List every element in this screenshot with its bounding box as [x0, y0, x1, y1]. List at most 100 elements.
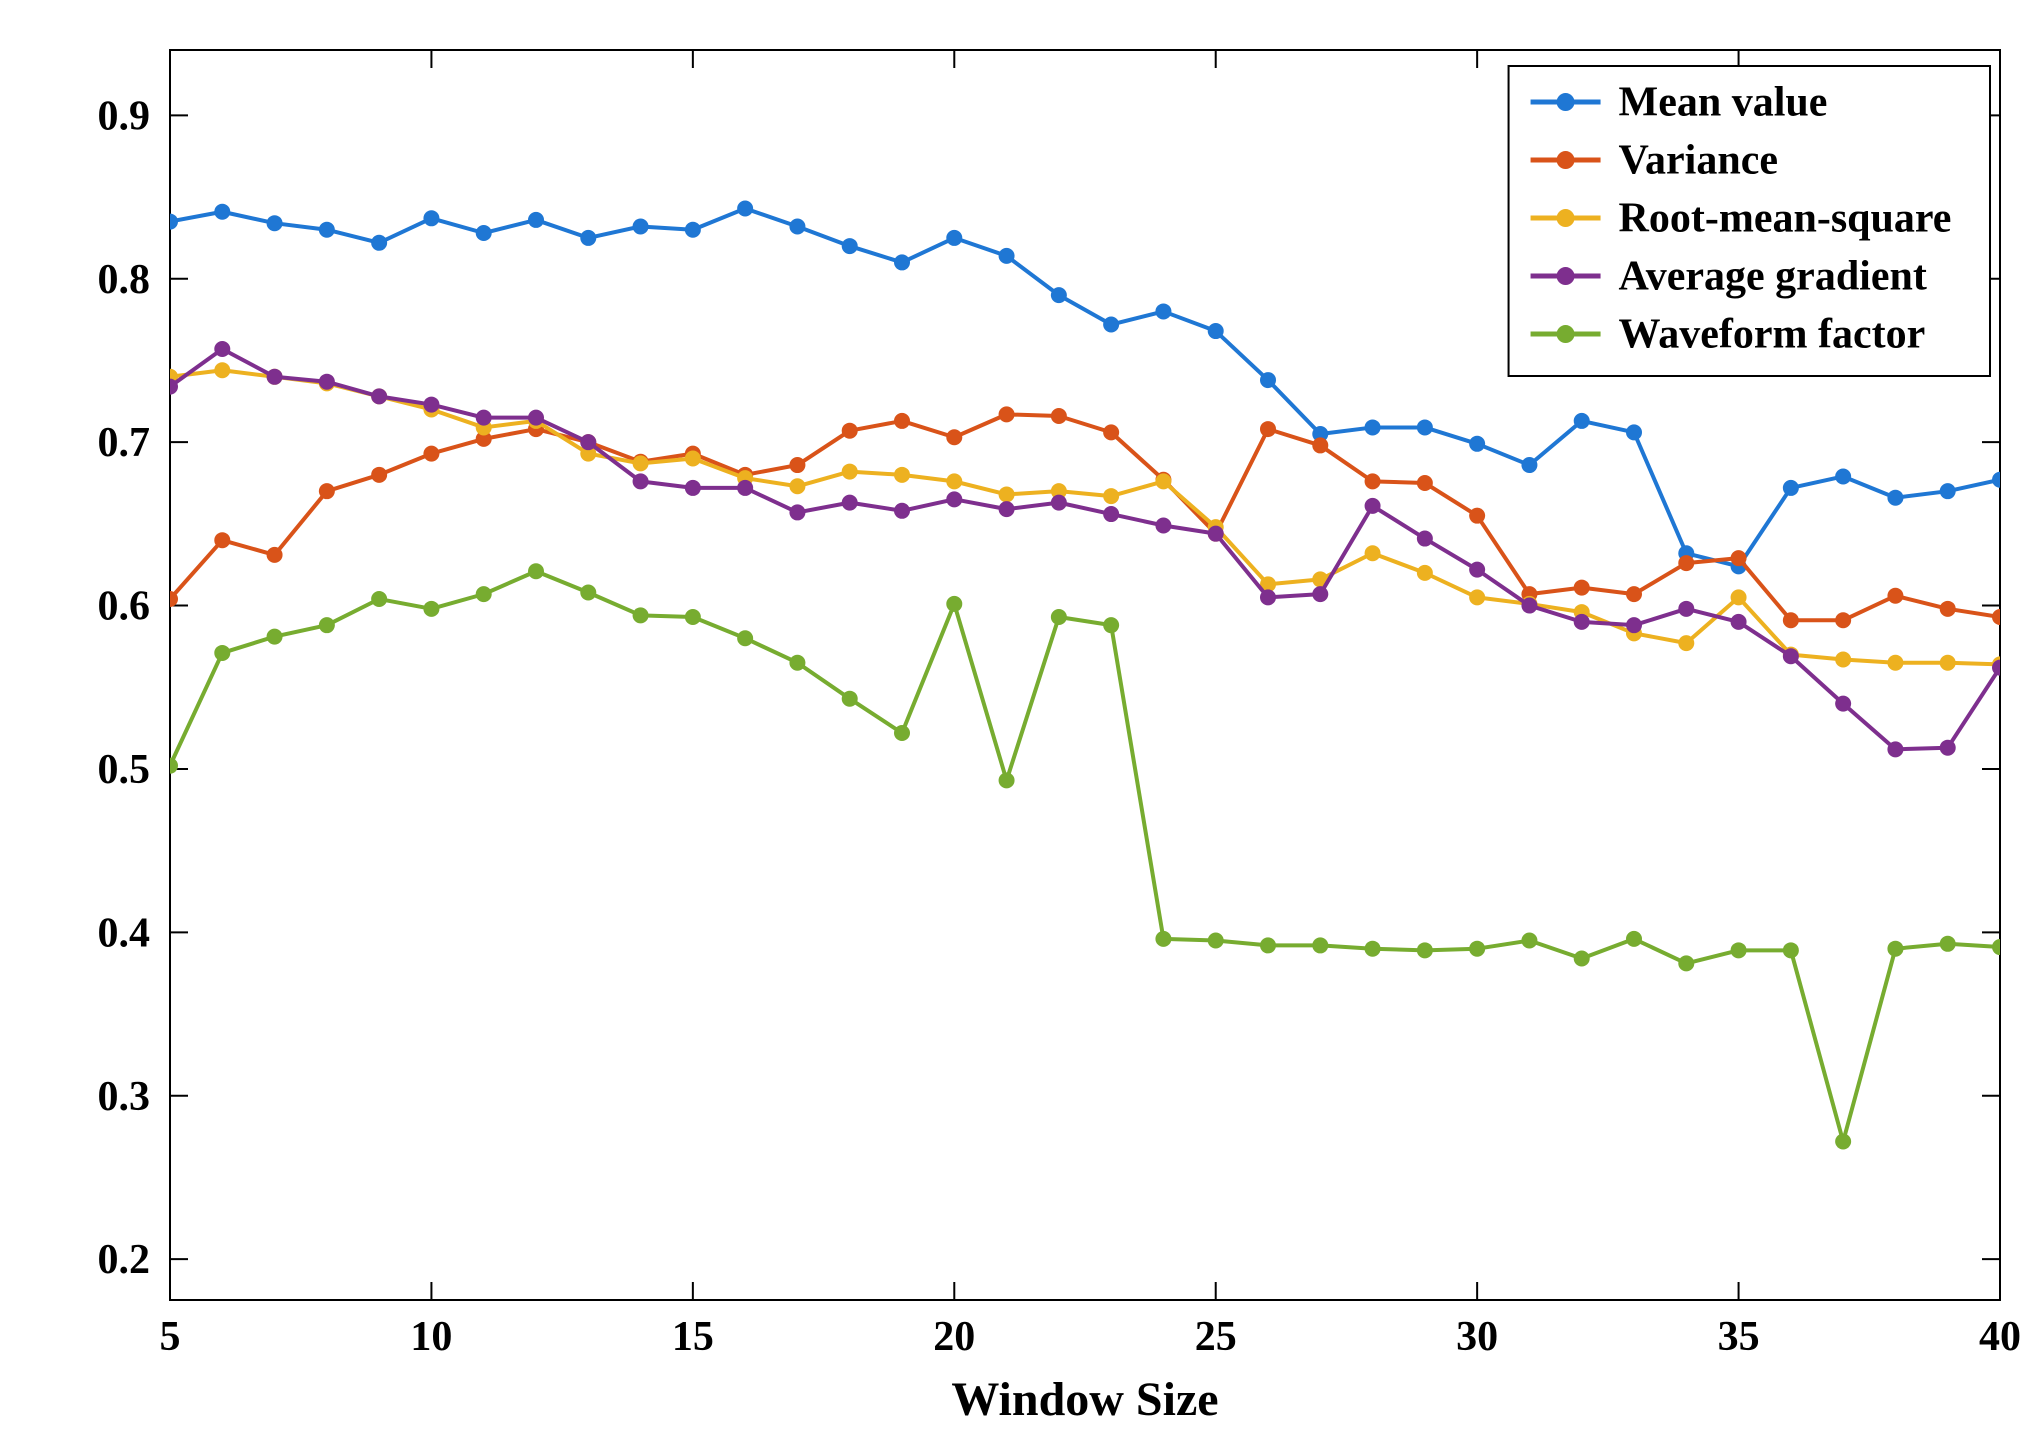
series-marker [371, 591, 387, 607]
series-marker [1835, 468, 1851, 484]
series-marker [1103, 506, 1119, 522]
series-marker [1365, 473, 1381, 489]
series-marker [1783, 612, 1799, 628]
series-marker [1051, 287, 1067, 303]
series-marker [1208, 933, 1224, 949]
series-marker [1469, 562, 1485, 578]
series-marker [1155, 517, 1171, 533]
series-marker [319, 617, 335, 633]
legend-swatch-marker [1557, 267, 1575, 285]
legend-label: Mean value [1619, 80, 1828, 126]
series-marker [1155, 303, 1171, 319]
series-marker [894, 254, 910, 270]
series-marker [319, 374, 335, 390]
x-tick-label: 20 [933, 1314, 975, 1360]
series-marker [1940, 601, 1956, 617]
series-marker [789, 478, 805, 494]
series-marker [1835, 1134, 1851, 1150]
series-marker [528, 563, 544, 579]
series-marker [894, 503, 910, 519]
series-marker [1417, 475, 1433, 491]
x-tick-label: 30 [1456, 1314, 1498, 1360]
series-marker [1103, 488, 1119, 504]
series-marker [1417, 565, 1433, 581]
series-marker [1521, 933, 1537, 949]
legend: Mean valueVarianceRoot-mean-squareAverag… [1509, 66, 1990, 376]
series-marker [267, 547, 283, 563]
series-marker [1521, 457, 1537, 473]
x-tick-label: 15 [672, 1314, 714, 1360]
series-marker [1365, 545, 1381, 561]
series-marker [633, 473, 649, 489]
series-marker [528, 410, 544, 426]
x-tick-label: 40 [1979, 1314, 2021, 1360]
series-marker [1626, 424, 1642, 440]
series-marker [1678, 955, 1694, 971]
series-marker [1417, 419, 1433, 435]
y-tick-label: 0.8 [98, 257, 151, 303]
series-marker [1731, 550, 1747, 566]
series-marker [999, 501, 1015, 517]
series-marker [1103, 617, 1119, 633]
y-tick-label: 0.4 [98, 910, 151, 956]
legend-label: Waveform factor [1619, 312, 1926, 358]
legend-swatch-marker [1557, 209, 1575, 227]
series-marker [214, 341, 230, 357]
series-marker [894, 725, 910, 741]
series-marker [1678, 601, 1694, 617]
series-marker [789, 504, 805, 520]
series-marker [1051, 408, 1067, 424]
series-marker [946, 429, 962, 445]
series-marker [528, 212, 544, 228]
series-marker [946, 491, 962, 507]
series-marker [842, 691, 858, 707]
series-marker [319, 483, 335, 499]
legend-swatch-marker [1557, 325, 1575, 343]
series-marker [214, 204, 230, 220]
series-marker [999, 486, 1015, 502]
y-tick-label: 0.9 [98, 93, 151, 139]
series-marker [999, 772, 1015, 788]
y-tick-label: 0.7 [98, 420, 151, 466]
series-marker [842, 238, 858, 254]
series-marker [894, 467, 910, 483]
series-marker [1469, 508, 1485, 524]
series-marker [1260, 589, 1276, 605]
series-marker [946, 473, 962, 489]
legend-label: Root-mean-square [1619, 196, 1952, 242]
series-marker [1940, 936, 1956, 952]
y-tick-label: 0.5 [98, 747, 151, 793]
series-marker [319, 222, 335, 238]
series-marker [1574, 580, 1590, 596]
y-tick-label: 0.3 [98, 1074, 151, 1120]
line-chart: 5101520253035400.20.30.40.50.60.70.80.9W… [0, 0, 2033, 1453]
series-marker [1783, 480, 1799, 496]
series-marker [842, 423, 858, 439]
series-marker [685, 480, 701, 496]
series-marker [1051, 495, 1067, 511]
series-marker [1835, 612, 1851, 628]
x-axis-label: Window Size [951, 1373, 1218, 1426]
series-marker [1940, 740, 1956, 756]
series-marker [1887, 588, 1903, 604]
series-marker [1365, 941, 1381, 957]
series-marker [633, 455, 649, 471]
x-tick-label: 10 [410, 1314, 452, 1360]
series-marker [476, 410, 492, 426]
series-marker [1208, 526, 1224, 542]
series-marker [267, 369, 283, 385]
series-marker [1103, 317, 1119, 333]
series-marker [1208, 323, 1224, 339]
series-marker [423, 446, 439, 462]
series-marker [1731, 589, 1747, 605]
series-marker [1940, 483, 1956, 499]
series-marker [1887, 490, 1903, 506]
series-marker [423, 210, 439, 226]
series-marker [842, 464, 858, 480]
series-marker [371, 235, 387, 251]
series-marker [1731, 942, 1747, 958]
series-marker [1940, 655, 1956, 671]
legend-label: Average gradient [1619, 254, 1927, 300]
series-marker [371, 467, 387, 483]
series-marker [999, 248, 1015, 264]
